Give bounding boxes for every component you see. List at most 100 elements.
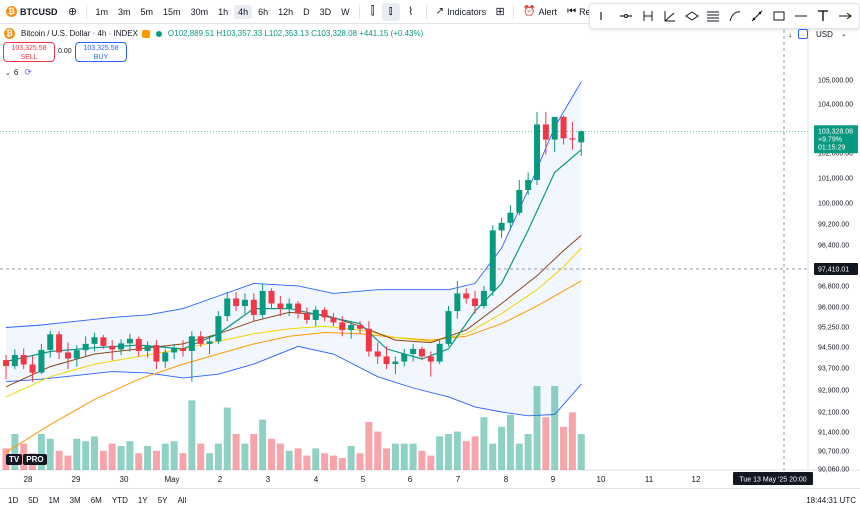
buy-label: BUY [93, 54, 109, 61]
volume-bar [560, 426, 568, 470]
candle-body [525, 179, 532, 191]
price-tick-label: 96,000.00 [818, 305, 849, 312]
bollinger-fill [6, 81, 582, 416]
range-5d[interactable]: 5D [28, 496, 39, 505]
price-tick-label: 92,100.00 [818, 410, 849, 417]
indicators-button[interactable]: ↗ Indicators [432, 4, 490, 19]
volume-bar [259, 419, 267, 470]
interval-w[interactable]: W [341, 6, 350, 17]
range-ytd[interactable]: YTD [111, 496, 128, 505]
angle-icon[interactable] [663, 9, 677, 23]
range-3m[interactable]: 3M [69, 496, 81, 505]
candle-body [472, 298, 479, 307]
utc-clock[interactable]: 18:44:31 UTC [806, 496, 856, 505]
interval-3m[interactable]: 3m [118, 6, 131, 17]
volume-bar [91, 436, 98, 470]
interval-3d[interactable]: 3D [319, 6, 332, 17]
volume-bar [223, 407, 231, 470]
market-status-icon [141, 29, 150, 38]
volume-bar [445, 434, 452, 470]
volume-bar [197, 443, 205, 470]
volume-bar [144, 446, 152, 470]
range-1m[interactable]: 1M [48, 496, 60, 505]
volume-bar [117, 446, 125, 470]
legend-title[interactable]: Bitcoin / U.S. Dollar · 4h · INDEX [21, 29, 138, 38]
tradingview-logo[interactable]: TV PRO [6, 453, 47, 465]
volume-bar [294, 448, 302, 470]
crosshair [0, 24, 808, 470]
range-1d[interactable]: 1D [8, 496, 19, 505]
alarm-clock-icon: ⏰ [523, 6, 536, 17]
interval-1h[interactable]: 1h [218, 6, 229, 17]
price-tick-label: 90,060.00 [818, 467, 849, 474]
candle-body [20, 354, 27, 365]
volume-bar [551, 386, 559, 470]
ellipse-icon[interactable] [684, 9, 699, 23]
time-tick-label: 6 [408, 475, 413, 484]
interval-12h[interactable]: 12h [278, 6, 294, 17]
auto-scale-checkbox[interactable] [798, 29, 808, 39]
volume-bar [480, 417, 488, 470]
volume-bar [241, 443, 249, 470]
replay-icon: ⏮ [567, 6, 577, 17]
price-tick-label: 102,000.00 [818, 151, 853, 158]
bar-type-icon[interactable]: ⫾ [381, 2, 400, 21]
interval-d[interactable]: D [303, 6, 310, 17]
candle-body [339, 322, 346, 331]
layout-grid-icon[interactable]: ⊞ [495, 6, 505, 18]
fib-lines-icon[interactable] [706, 9, 720, 23]
rectangle-icon[interactable] [772, 9, 786, 23]
line-type-icon[interactable]: ⌇ [407, 6, 414, 18]
compare-add-icon[interactable]: ⊕ [67, 6, 78, 18]
volume-bar [161, 443, 169, 470]
price-axis[interactable]: 105,000.00 104,000.00 102,000.00 101,000.00… [814, 78, 858, 474]
range-5y[interactable]: 5Y [157, 496, 168, 505]
buy-button[interactable]: 103,325.58 BUY [75, 42, 127, 62]
alert-button[interactable]: ⏰ Alert [519, 4, 561, 19]
horizontal-line-icon[interactable] [619, 9, 633, 23]
time-tick-label: 3 [266, 475, 271, 484]
vertical-range-icon[interactable] [641, 9, 655, 23]
candle-body [268, 290, 275, 304]
interval-5m[interactable]: 5m [140, 6, 154, 17]
sell-button[interactable]: 103,325.58 SELL [3, 42, 55, 62]
time-tick-label: 28 [24, 475, 33, 484]
handle-icon[interactable] [597, 9, 611, 23]
interval-4h[interactable]: 4h [234, 4, 253, 19]
candle-body [277, 303, 284, 309]
arrow-icon[interactable] [838, 9, 852, 23]
horizontal-ray-icon[interactable] [794, 9, 808, 23]
candle-body [463, 293, 470, 299]
price-tick-label: 100,000.00 [818, 201, 853, 208]
curve-icon[interactable] [728, 9, 742, 23]
volume-bar [188, 400, 196, 470]
volume-bar [409, 443, 417, 470]
volume-bar [276, 443, 284, 470]
interval-30m[interactable]: 30m [190, 6, 209, 17]
text-icon[interactable] [816, 9, 830, 23]
interval-6h[interactable]: 6h [258, 6, 269, 17]
range-all[interactable]: All [177, 496, 187, 505]
range-6m[interactable]: 6M [90, 496, 102, 505]
trend-line-icon[interactable] [750, 9, 764, 23]
volume-bars [2, 386, 585, 470]
bollinger-bands [5, 81, 582, 417]
time-axis[interactable]: 28 29 30 May 2 3 4 5 6 7 8 9 10 11 12 Tue 13 May '25 20… [24, 472, 813, 485]
interval-1m[interactable]: 1m [95, 6, 109, 17]
range-1y[interactable]: 1Y [137, 496, 148, 505]
currency-box[interactable]: ↓ USD ⌄ [786, 27, 860, 41]
time-tick-label: 4 [314, 475, 319, 484]
grid [0, 24, 860, 471]
candle-type-icon[interactable]: ⫿ [370, 5, 375, 17]
price-tick-label: 101,000.00 [818, 176, 853, 183]
indicator-toggle[interactable]: ⌄ 6 ⟳ [5, 67, 32, 78]
interval-15m[interactable]: 15m [163, 6, 181, 17]
symbol-search[interactable]: ₿ BTCUSD [0, 0, 64, 23]
crosshair-time-tag [733, 472, 813, 485]
bollinger-lower-line [5, 345, 582, 417]
volume-bar [321, 453, 329, 470]
indicators-icon: ↗ [435, 6, 445, 17]
time-tick-label: 29 [72, 475, 81, 484]
